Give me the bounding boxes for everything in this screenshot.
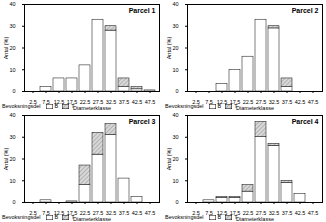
svg-text:Diameterklasse: Diameterklasse [236, 105, 274, 111]
svg-text:30: 30 [9, 23, 15, 29]
svg-text:40: 40 [172, 112, 178, 118]
svg-text:Parcel 1: Parcel 1 [129, 7, 156, 14]
svg-text:47.5: 47.5 [145, 99, 156, 105]
svg-text:47.5: 47.5 [308, 210, 319, 216]
svg-text:20: 20 [172, 45, 178, 51]
svg-text:20: 20 [9, 156, 15, 162]
svg-text:10: 10 [9, 178, 15, 184]
svg-text:10: 10 [9, 67, 15, 73]
svg-text:42.5: 42.5 [295, 210, 306, 216]
svg-text:Diameterklasse: Diameterklasse [73, 216, 111, 222]
svg-text:10: 10 [172, 178, 178, 184]
svg-text:Parcel 2: Parcel 2 [292, 7, 319, 14]
svg-text:30: 30 [172, 134, 178, 140]
svg-text:30: 30 [172, 23, 178, 29]
svg-text:Antal (%): Antal (%) [166, 148, 172, 171]
svg-text:Diameterklasse: Diameterklasse [73, 105, 111, 111]
svg-text:37.5: 37.5 [282, 99, 293, 105]
svg-text:47.5: 47.5 [145, 210, 156, 216]
svg-text:40: 40 [9, 112, 15, 118]
svg-text:0: 0 [175, 199, 178, 205]
svg-text:37.5: 37.5 [282, 210, 293, 216]
svg-text:37.5: 37.5 [119, 99, 130, 105]
svg-text:20: 20 [9, 45, 15, 51]
svg-text:42.5: 42.5 [132, 99, 143, 105]
svg-text:0: 0 [175, 88, 178, 94]
svg-text:30: 30 [9, 134, 15, 140]
svg-text:42.5: 42.5 [132, 210, 143, 216]
svg-text:0: 0 [12, 88, 15, 94]
svg-text:Antal (%): Antal (%) [3, 148, 9, 171]
svg-text:Parcel 4: Parcel 4 [292, 118, 319, 125]
svg-text:0: 0 [12, 199, 15, 205]
svg-text:47.5: 47.5 [308, 99, 319, 105]
svg-text:10: 10 [172, 67, 178, 73]
svg-text:Antal (%): Antal (%) [166, 37, 172, 60]
svg-text:40: 40 [9, 1, 15, 7]
svg-text:20: 20 [172, 156, 178, 162]
svg-text:Diameterklasse: Diameterklasse [236, 216, 274, 222]
svg-text:Parcel 3: Parcel 3 [129, 118, 156, 125]
svg-text:Antal (%): Antal (%) [3, 37, 9, 60]
svg-text:40: 40 [172, 1, 178, 7]
svg-text:37.5: 37.5 [119, 210, 130, 216]
svg-text:42.5: 42.5 [295, 99, 306, 105]
